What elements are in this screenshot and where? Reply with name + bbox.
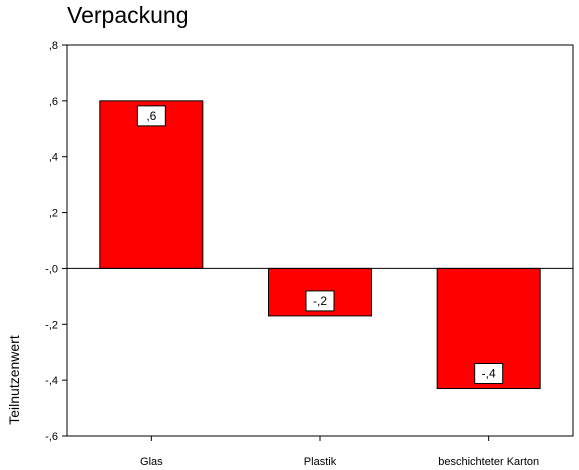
y-tick-label: ,8	[49, 40, 58, 52]
y-axis-title: Teilnutzenwert	[6, 335, 22, 425]
data-label-box	[474, 363, 504, 385]
y-tick-label: ,6	[49, 96, 58, 108]
y-tick-label: -,2	[45, 319, 58, 331]
x-tick-label: Plastik	[304, 456, 337, 468]
data-label: ,6	[146, 109, 156, 123]
bar	[99, 100, 204, 269]
chart-title: Verpackung	[67, 2, 189, 28]
y-axis: ,8 ,6 ,4 ,2 -,0 -,2 -,4 -,6	[45, 40, 67, 443]
x-axis: Glas Plastik beschichteter Karton	[140, 436, 539, 468]
y-tick-label: -,4	[45, 375, 58, 387]
x-tick-label: Glas	[140, 456, 163, 468]
data-label-box	[136, 105, 166, 127]
data-label: -,4	[482, 367, 496, 381]
data-label-box	[305, 290, 335, 312]
y-tick-label: -,0	[45, 263, 58, 275]
bars	[99, 100, 541, 390]
data-labels: ,6 -,2 -,4	[136, 105, 504, 385]
y-tick-label: -,6	[45, 431, 58, 443]
y-tick-label: ,2	[49, 208, 58, 220]
data-label: -,2	[313, 294, 327, 308]
x-tick-label: beschichteter Karton	[438, 456, 539, 468]
y-tick-label: ,4	[49, 152, 58, 164]
